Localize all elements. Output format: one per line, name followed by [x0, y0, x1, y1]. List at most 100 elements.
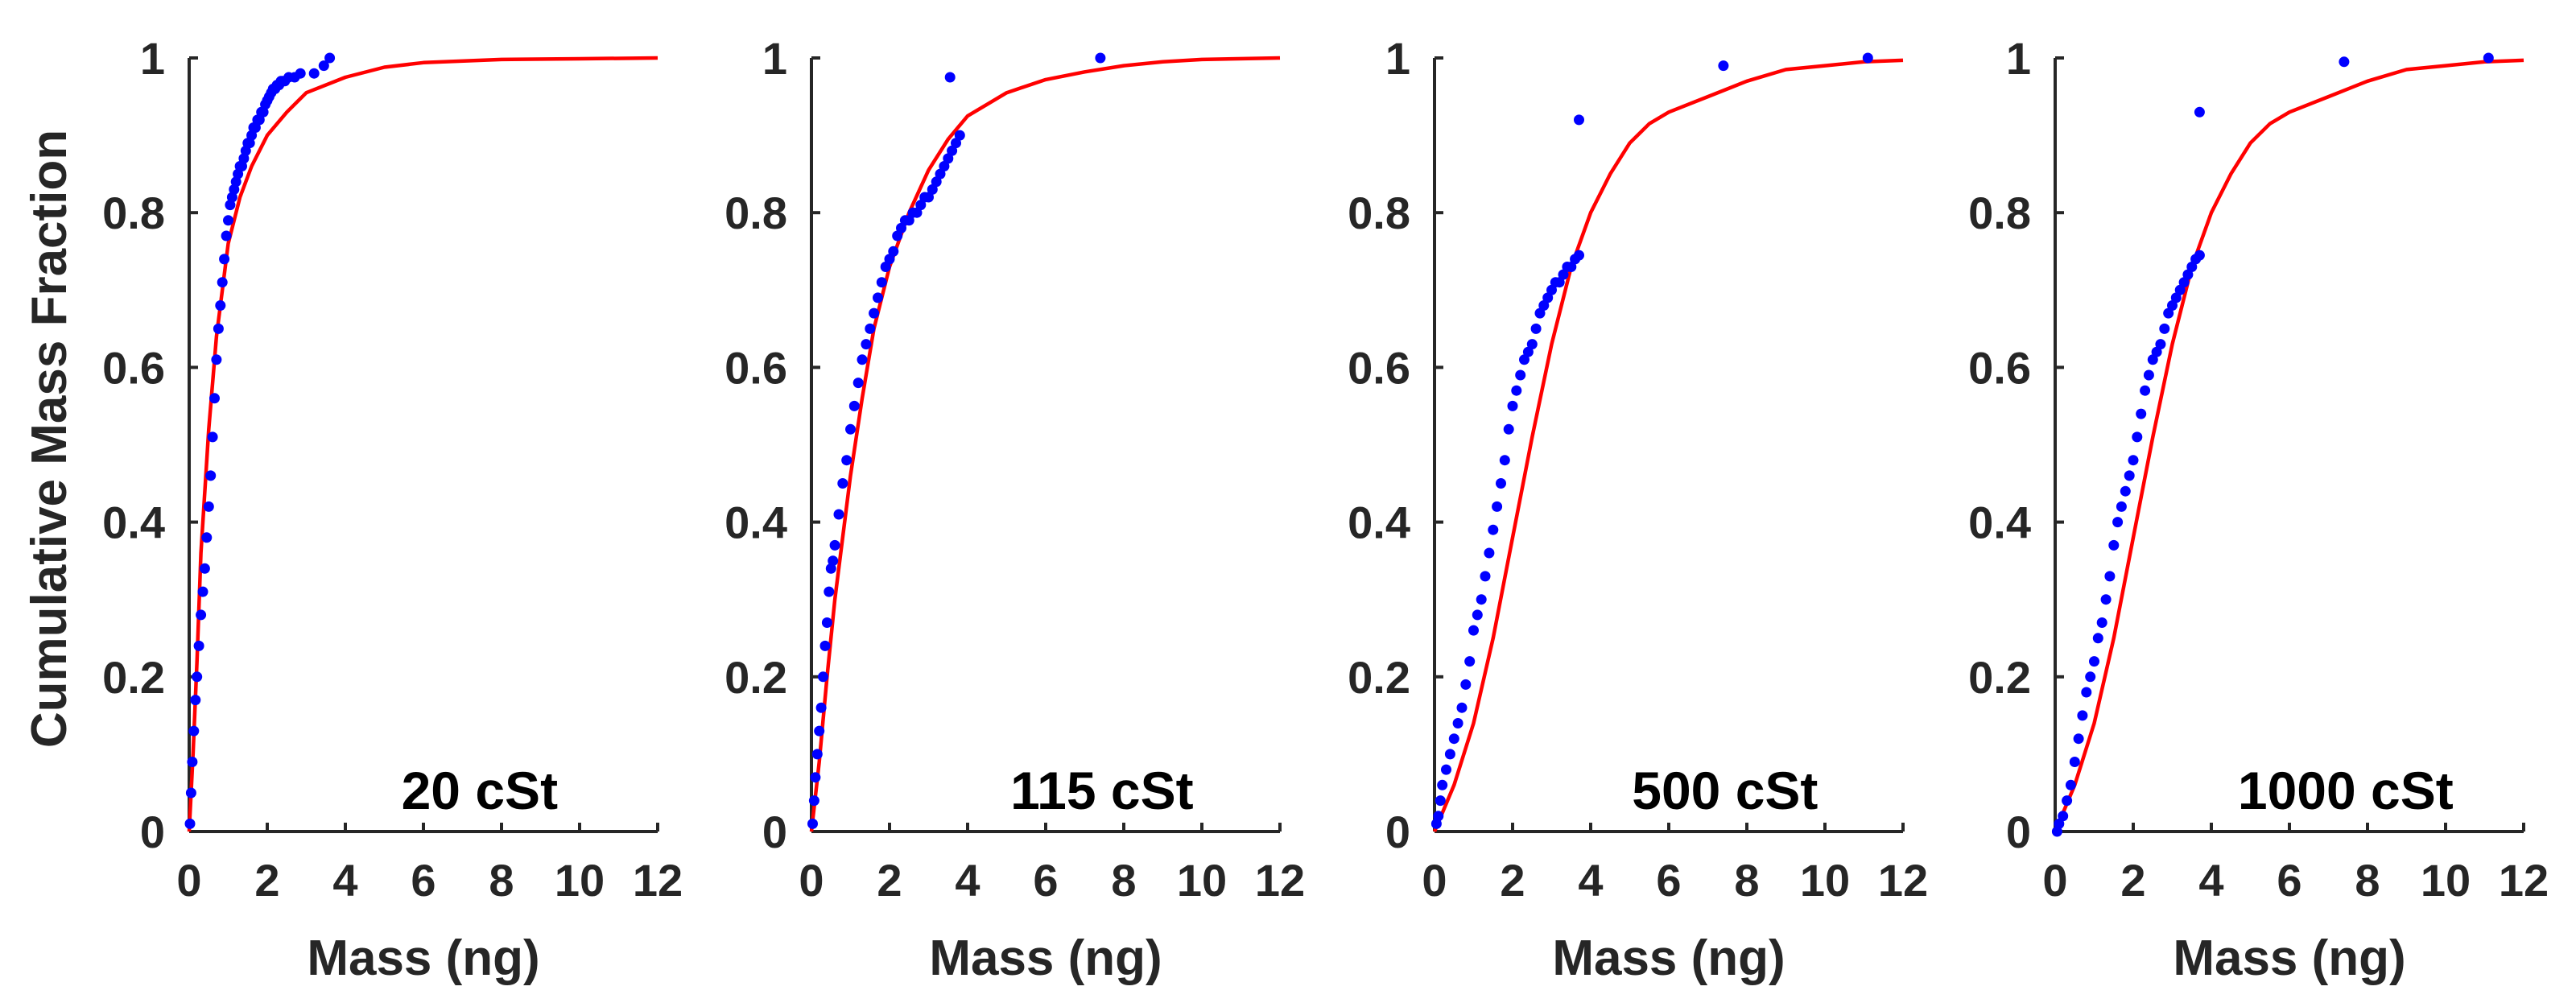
data-point	[2194, 106, 2205, 118]
data-point	[935, 168, 946, 180]
x-tick-label: 6	[1656, 855, 1681, 906]
data-point	[187, 757, 198, 767]
x-tick-label: 12	[1878, 855, 1928, 906]
panel-label: 20 cSt	[402, 761, 558, 820]
data-point	[1542, 292, 1554, 303]
y-tick-label: 0.4	[1348, 497, 1410, 548]
data-point	[2147, 354, 2158, 365]
data-point	[1484, 547, 1495, 559]
data-point	[927, 184, 938, 195]
data-point	[880, 262, 891, 272]
data-point	[308, 68, 320, 79]
x-tick-label: 4	[955, 855, 980, 906]
data-point	[2132, 431, 2143, 443]
data-point	[2151, 346, 2162, 357]
data-point	[205, 470, 217, 481]
y-tick-label: 0.2	[1968, 652, 2031, 703]
data-point	[841, 455, 852, 466]
data-point	[2136, 408, 2147, 419]
data-point	[215, 300, 226, 311]
x-tick-label: 0	[2042, 855, 2067, 906]
data-point	[1566, 262, 1577, 272]
data-point	[852, 378, 864, 389]
data-point	[869, 307, 880, 319]
data-point	[1574, 114, 1584, 126]
y-tick-label: 0.8	[1968, 188, 2031, 238]
y-tick-label: 0.4	[1968, 497, 2031, 548]
x-tick-label: 2	[254, 855, 279, 906]
data-point	[814, 725, 825, 737]
data-point	[230, 176, 242, 188]
data-point	[2096, 617, 2107, 628]
x-tick-label: 12	[633, 855, 683, 906]
x-tick-label: 8	[2355, 855, 2380, 906]
x-tick-label: 8	[1111, 855, 1136, 906]
data-point	[1441, 764, 1451, 775]
x-tick-label: 10	[1800, 855, 1850, 906]
data-point	[1526, 339, 1538, 350]
x-tick-label: 2	[877, 855, 902, 906]
data-point	[223, 215, 233, 226]
data-point	[2483, 52, 2494, 64]
x-tick-label: 0	[799, 855, 824, 906]
x-axis-label: Mass (ng)	[2173, 931, 2405, 986]
data-point	[2108, 539, 2120, 551]
data-point	[876, 277, 887, 288]
data-point	[2167, 300, 2178, 311]
data-point	[807, 818, 818, 829]
data-point	[954, 130, 965, 141]
data-point	[808, 795, 819, 807]
data-point	[1503, 423, 1514, 435]
data-point	[1456, 702, 1468, 713]
data-point	[810, 772, 821, 783]
data-point	[1538, 300, 1550, 311]
data-point	[197, 586, 208, 597]
y-tick-label: 0.8	[1348, 188, 1410, 238]
data-point	[1574, 250, 1584, 261]
data-point	[828, 555, 839, 567]
data-point	[185, 787, 196, 799]
data-point	[1480, 571, 1491, 582]
y-tick-label: 1	[1385, 33, 1410, 84]
data-point	[833, 509, 844, 520]
x-axis-label: Mass (ng)	[929, 931, 1162, 986]
data-point	[1464, 656, 1476, 667]
data-point	[1534, 307, 1546, 319]
data-point	[824, 586, 835, 597]
x-tick-label: 2	[1500, 855, 1525, 906]
data-point	[896, 222, 906, 233]
y-tick-label: 0.2	[724, 652, 787, 703]
data-point	[2085, 671, 2096, 683]
data-point	[2081, 687, 2092, 698]
data-point	[2065, 779, 2076, 790]
data-point	[2120, 485, 2131, 497]
data-point	[2112, 517, 2124, 528]
data-point	[1460, 679, 1472, 690]
data-point	[915, 200, 927, 211]
x-tick-label: 4	[332, 855, 357, 906]
data-point	[1499, 455, 1510, 466]
data-point	[2128, 455, 2139, 466]
data-point	[873, 292, 883, 303]
x-tick-label: 0	[1422, 855, 1447, 906]
data-point	[1522, 346, 1534, 357]
x-tick-label: 10	[1177, 855, 1227, 906]
data-point	[1488, 524, 1499, 535]
data-point	[1444, 749, 1455, 760]
data-point	[2170, 292, 2182, 303]
data-point	[2194, 250, 2205, 261]
x-axis-label: Mass (ng)	[307, 931, 539, 986]
data-point	[1433, 811, 1444, 822]
data-point	[2062, 795, 2073, 807]
data-point	[2174, 284, 2186, 295]
y-tick-label: 1	[140, 33, 165, 84]
data-point	[2186, 262, 2198, 272]
data-point	[848, 400, 860, 411]
x-tick-label: 0	[176, 855, 201, 906]
data-point	[199, 563, 210, 574]
panel-label: 115 cSt	[1010, 761, 1194, 820]
data-point	[213, 323, 224, 334]
y-tick-label: 0	[762, 807, 787, 857]
